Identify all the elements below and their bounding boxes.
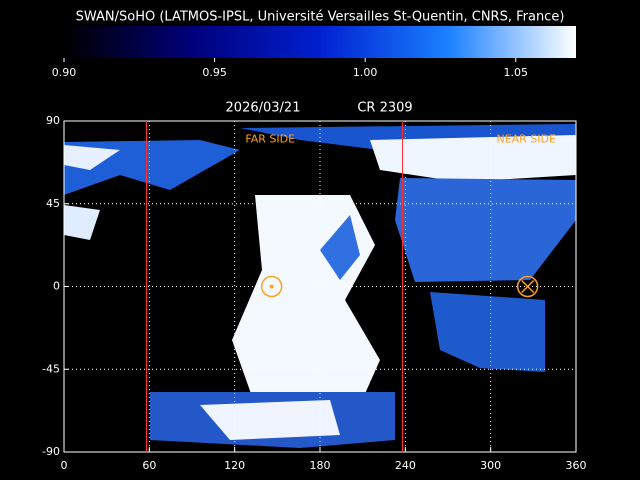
y-tick-label: -90 (42, 445, 60, 458)
date-label: 2026/03/21 (226, 101, 301, 116)
side-label: NEAR SIDE (496, 132, 556, 145)
side-label: FAR SIDE (245, 132, 295, 145)
colorbar-tick-label: 1.05 (504, 66, 529, 79)
planet-marker (260, 275, 283, 298)
x-tick-label: 240 (395, 459, 416, 472)
x-tick-label: 180 (310, 459, 331, 472)
y-tick-label: 0 (53, 280, 60, 293)
planet-marker (516, 275, 539, 298)
marker-cross (521, 279, 535, 294)
rotation-label: CR 2309 (357, 101, 412, 116)
marker-ring (516, 275, 539, 298)
x-tick-label: 300 (480, 459, 501, 472)
x-tick-label: 60 (142, 459, 156, 472)
colorbar (64, 26, 576, 58)
marker-dot (269, 284, 274, 289)
chart-title: SWAN/SoHO (LATMOS-IPSL, Université Versa… (76, 10, 565, 25)
colorbar-tick-label: 0.90 (52, 66, 77, 79)
y-tick-label: -45 (42, 362, 60, 375)
marker-ring (260, 275, 283, 298)
x-tick-label: 360 (566, 459, 587, 472)
colorbar-tick-label: 0.95 (202, 66, 227, 79)
x-tick-label: 120 (224, 459, 245, 472)
y-tick-label: 90 (46, 114, 60, 127)
y-tick-label: 45 (46, 197, 60, 210)
x-tick-label: 0 (61, 459, 68, 472)
colorbar-tick-label: 1.00 (353, 66, 378, 79)
